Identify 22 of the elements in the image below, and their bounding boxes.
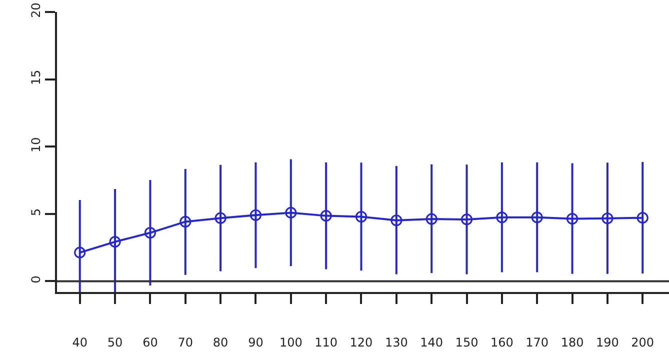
x-tick-label: 110 (314, 335, 338, 350)
x-tick-label: 90 (248, 335, 264, 350)
y-tick-label: 15 (29, 70, 44, 86)
x-tick-label: 190 (596, 335, 619, 350)
y-tick-label: 20 (29, 2, 44, 18)
x-tick-label: 140 (420, 335, 444, 350)
x-tick-label: 170 (526, 335, 549, 350)
x-tick-label: 80 (212, 335, 228, 350)
x-tick-label: 120 (350, 335, 373, 350)
x-tick-label: 160 (490, 335, 514, 350)
x-tick-label: 130 (384, 335, 408, 350)
x-tick-label: 40 (72, 335, 88, 350)
x-tick-label: 180 (560, 335, 584, 350)
x-tick-label: 70 (178, 335, 194, 350)
y-tick-label: 5 (29, 208, 44, 216)
x-tick-label: 60 (142, 335, 158, 350)
y-tick-label: 0 (29, 276, 44, 284)
y-tick-label: 10 (29, 137, 44, 152)
x-tick-label: 150 (455, 335, 478, 350)
x-tick-label: 200 (631, 335, 654, 350)
x-tick-label: 50 (107, 335, 123, 350)
x-tick-label: 100 (279, 335, 302, 350)
